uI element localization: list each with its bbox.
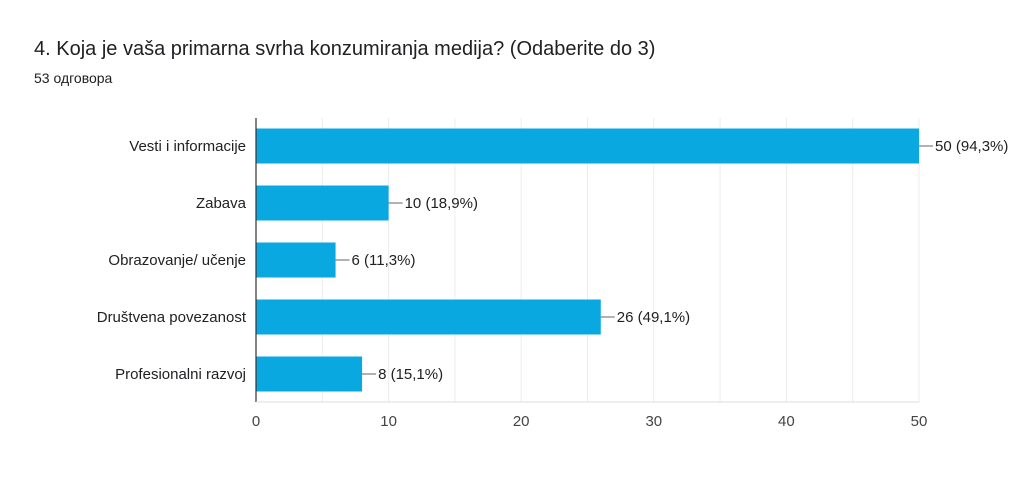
bar (256, 299, 601, 335)
x-tick-label: 10 (380, 413, 397, 430)
category-label: Vesti i informacije (129, 138, 246, 155)
value-label: 8 (15,1%) (378, 366, 443, 383)
x-tick-label: 50 (911, 413, 928, 430)
x-tick-label: 0 (252, 413, 260, 430)
bar (256, 185, 389, 221)
bar (256, 356, 363, 392)
x-tick-label: 40 (778, 413, 795, 430)
value-label: 50 (94,3%) (935, 138, 1008, 155)
x-tick-label: 30 (645, 413, 662, 430)
value-label: 10 (18,9%) (405, 195, 478, 212)
value-label: 6 (11,3%) (352, 252, 416, 269)
bar (256, 242, 336, 278)
category-label: Obrazovanje/ učenje (108, 252, 246, 269)
category-label: Profesionalni razvoj (115, 366, 246, 383)
category-label: Društvena povezanost (97, 309, 247, 326)
x-tick-label: 20 (513, 413, 530, 430)
bar (256, 128, 919, 164)
value-label: 26 (49,1%) (617, 309, 690, 326)
category-label: Zabava (196, 195, 247, 212)
response-count: 53 одговора (34, 70, 113, 86)
question-title: 4. Koja je vaša primarna svrha konzumira… (34, 38, 656, 60)
